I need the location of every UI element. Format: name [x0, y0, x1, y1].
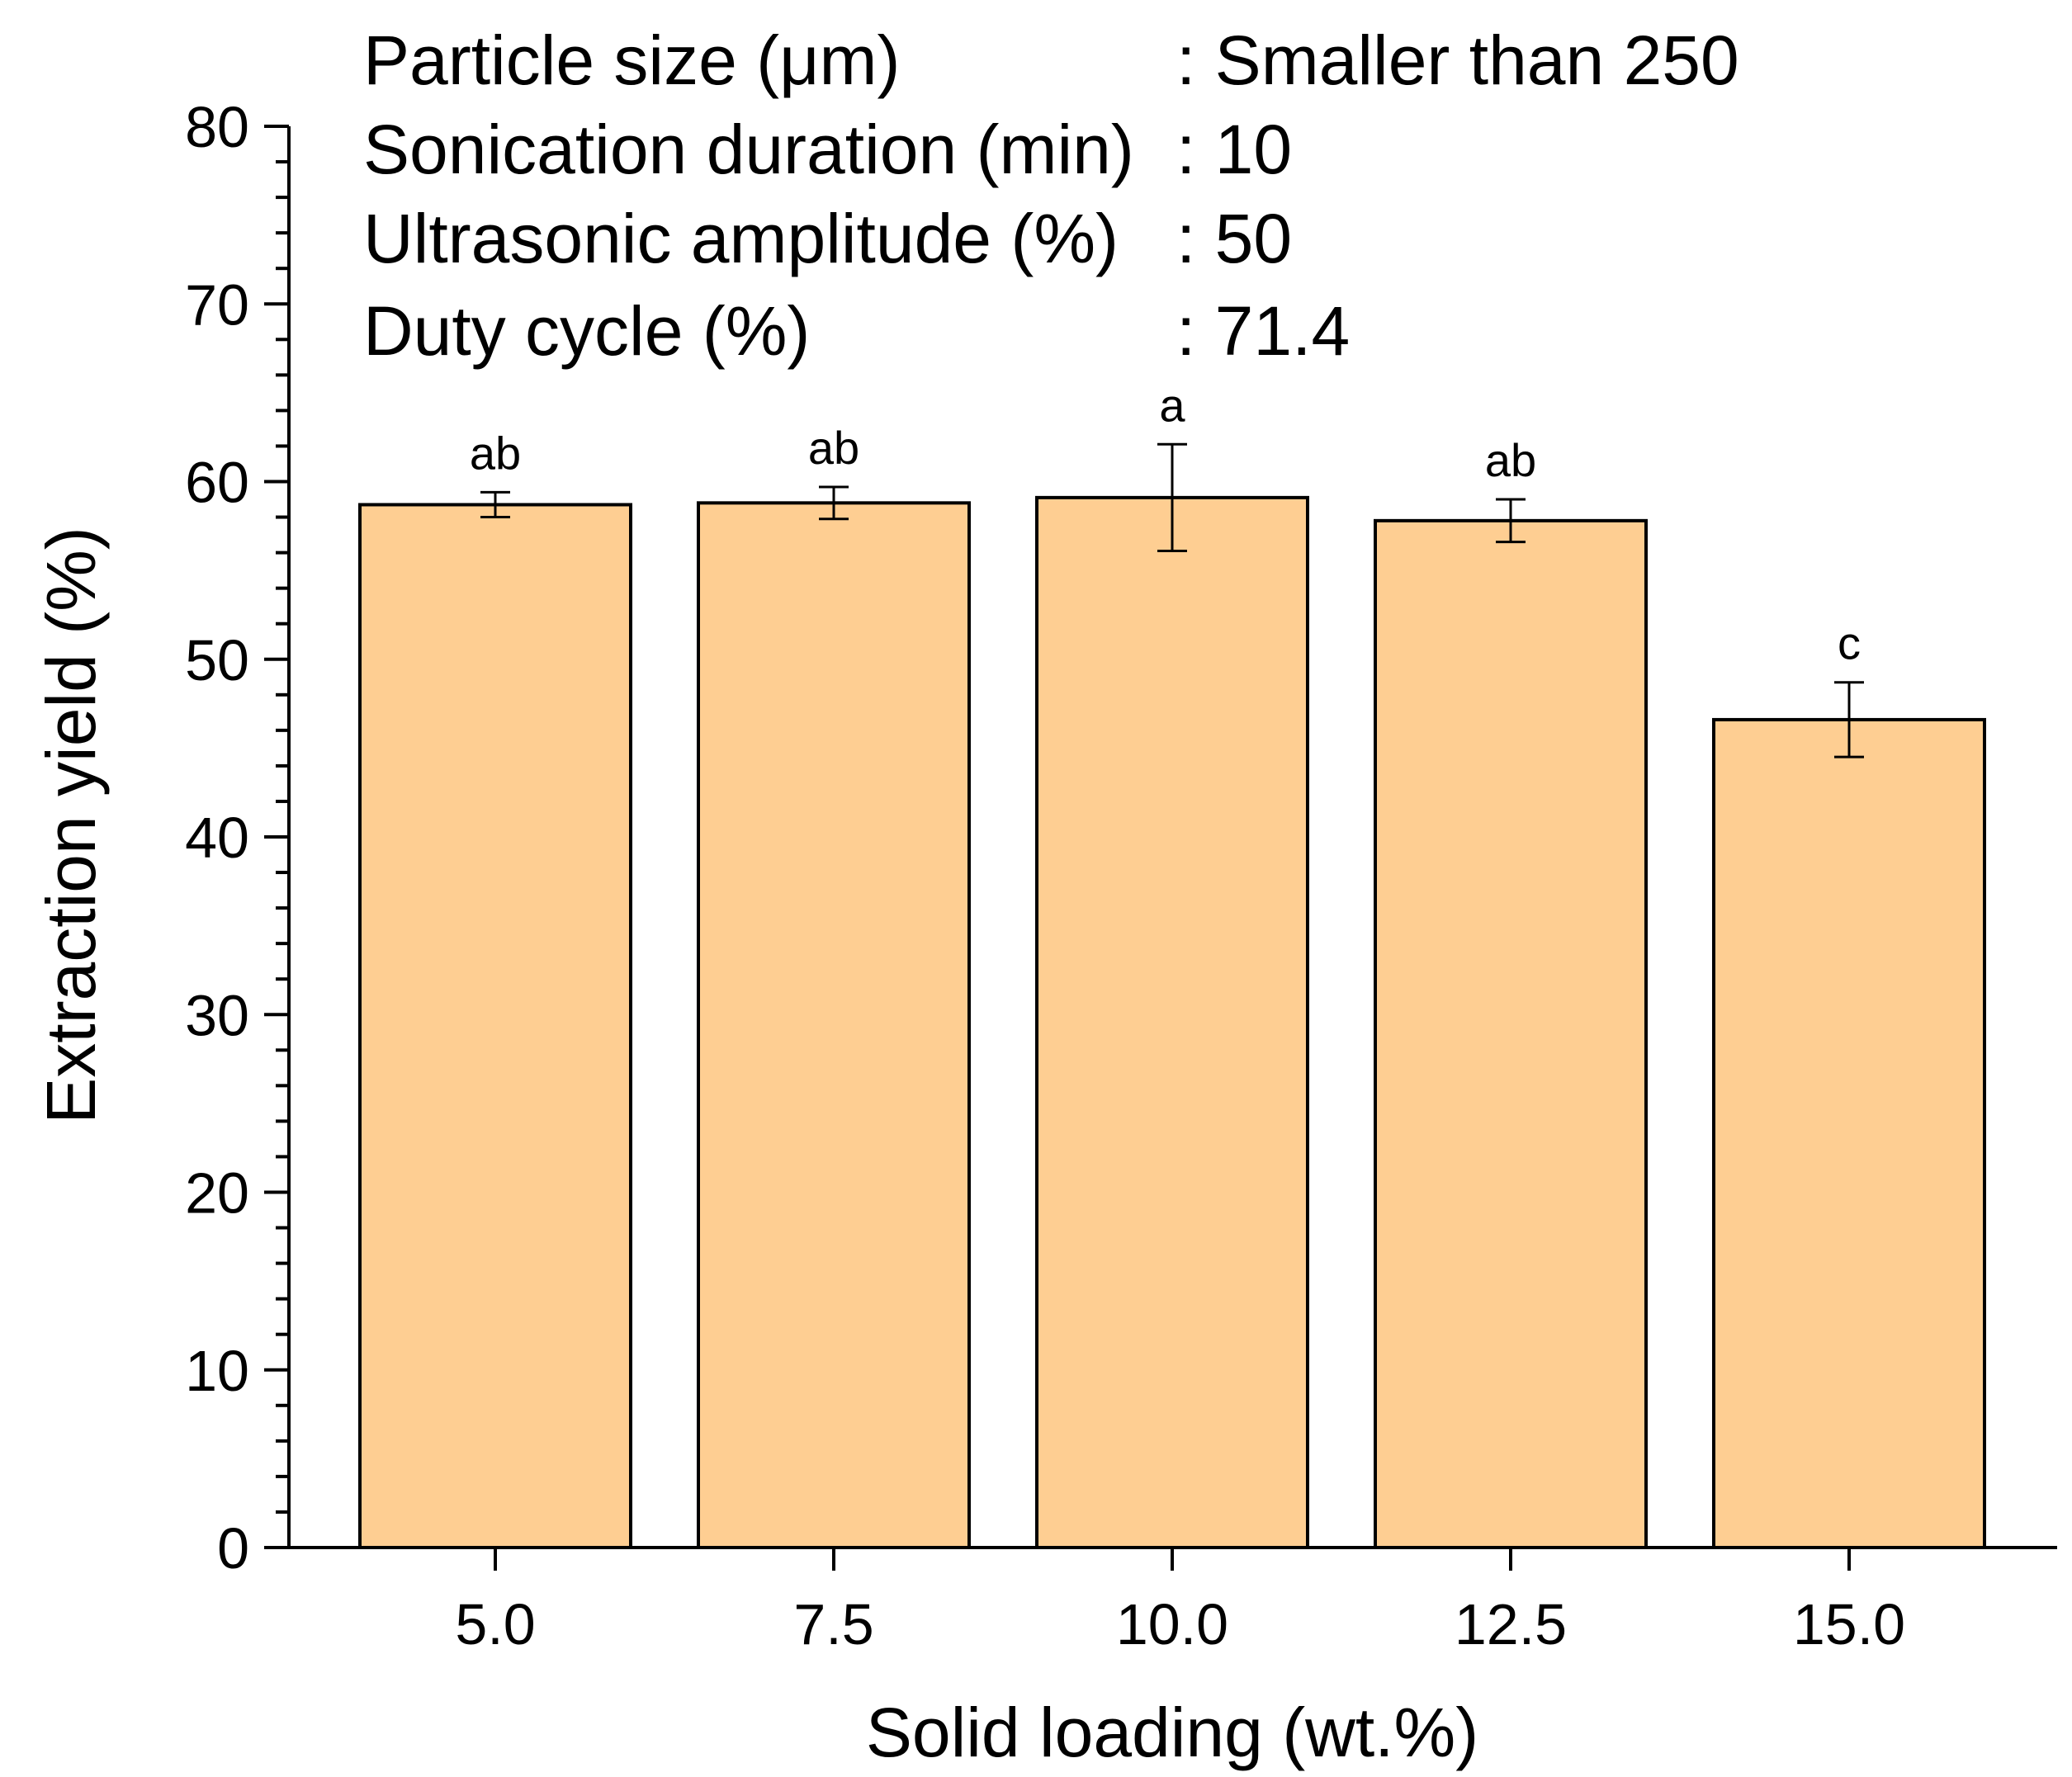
y-tick-label: 80	[185, 95, 249, 159]
conditions-annotation: Particle size (μm) : Smaller than 250 So…	[363, 21, 1739, 370]
condition-label: Duty cycle (%)	[363, 292, 810, 370]
condition-value: : 10	[1176, 111, 1292, 188]
condition-label: Particle size (μm)	[363, 21, 900, 99]
condition-value: : 71.4	[1176, 292, 1350, 370]
bar	[1035, 495, 1309, 1549]
y-tick-label: 30	[185, 983, 249, 1047]
bars: ab ab a ab c	[358, 379, 1986, 1550]
significance-label: a	[1159, 379, 1185, 431]
y-tick-label: 0	[217, 1516, 249, 1581]
error-bar	[1834, 681, 1864, 759]
significance-label: ab	[470, 427, 521, 479]
error-bar	[819, 485, 849, 521]
bar	[358, 503, 632, 1549]
condition-label: Sonication duration (min)	[363, 111, 1134, 188]
bar	[1374, 518, 1648, 1549]
significance-label: ab	[808, 422, 859, 474]
x-tick-label: 7.5	[793, 1592, 873, 1656]
significance-label: ab	[1485, 434, 1536, 486]
x-tick-label: 5.0	[455, 1592, 535, 1656]
y-tick-label: 50	[185, 628, 249, 692]
x-tick-label: 12.5	[1455, 1592, 1567, 1656]
condition-value: : Smaller than 250	[1176, 21, 1739, 99]
bar	[697, 501, 971, 1550]
y-tick-label: 40	[185, 806, 249, 870]
y-tick-label: 70	[185, 272, 249, 337]
x-axis: 5.0 7.5 10.0 12.5 15.0	[287, 1546, 2057, 1656]
bar	[1712, 717, 1986, 1549]
error-bar	[1496, 498, 1526, 544]
error-bar	[480, 490, 510, 519]
x-axis-title: Solid loading (wt.%)	[866, 1694, 1478, 1771]
condition-value: : 50	[1176, 200, 1292, 277]
x-tick-label: 15.0	[1793, 1592, 1905, 1656]
y-axis: 0 10 20 30 40 50 60 70 80	[185, 95, 291, 1581]
y-tick-label: 10	[185, 1339, 249, 1403]
significance-label: c	[1838, 617, 1861, 669]
condition-label: Ultrasonic amplitude (%)	[363, 200, 1119, 277]
y-axis-title: Extraction yield (%)	[32, 527, 110, 1124]
x-tick-label: 10.0	[1116, 1592, 1228, 1656]
y-tick-label: 60	[185, 451, 249, 515]
error-bar	[1157, 442, 1187, 552]
y-tick-label: 20	[185, 1161, 249, 1226]
